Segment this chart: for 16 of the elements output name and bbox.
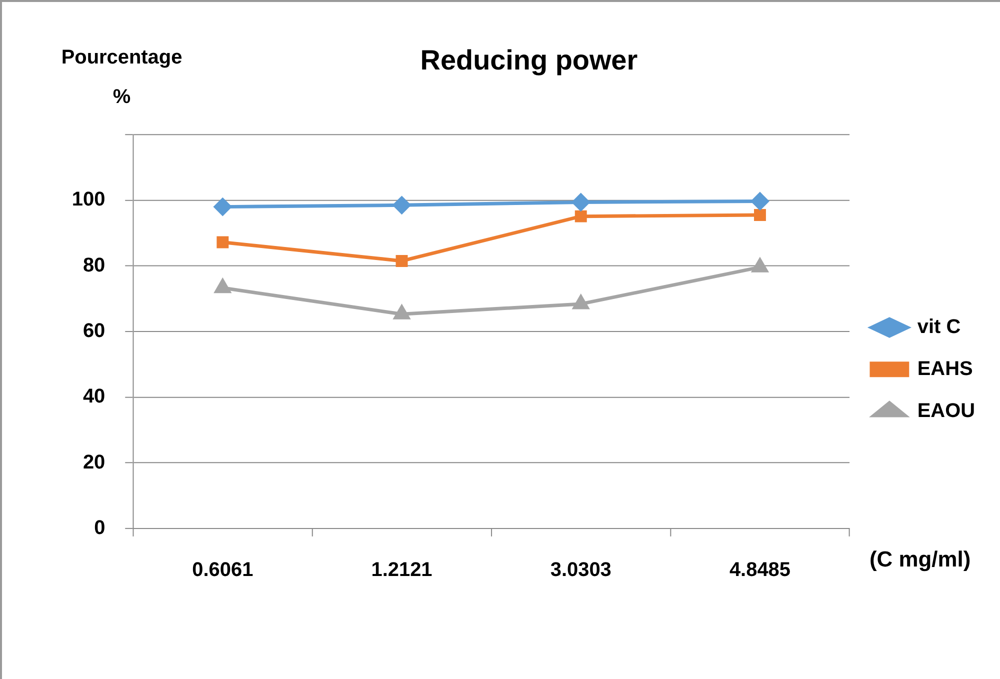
- legend-label: EAHS: [917, 358, 973, 380]
- y-tick-label: 80: [82, 254, 106, 276]
- y-tick-label: 0: [94, 516, 106, 539]
- legend-label: EAOU: [917, 400, 976, 422]
- x-tick-label: 0.6061: [192, 558, 254, 581]
- x-axis-title: (C mg/ml): [869, 546, 971, 572]
- chart-title: Reducing power: [420, 44, 638, 76]
- y-tick-label: 20: [82, 451, 106, 474]
- y-tick-label: 40: [82, 386, 106, 408]
- x-tick-label: 3.0303: [550, 558, 612, 581]
- legend-label: vit C: [917, 316, 961, 338]
- x-tick-label: 1.2121: [371, 558, 432, 581]
- y-tick-label: 100: [72, 188, 106, 211]
- y-axis-title: Pourcentage %: [61, 46, 182, 108]
- y-tick-label: 60: [82, 320, 106, 342]
- x-tick-label: 4.8485: [729, 558, 790, 581]
